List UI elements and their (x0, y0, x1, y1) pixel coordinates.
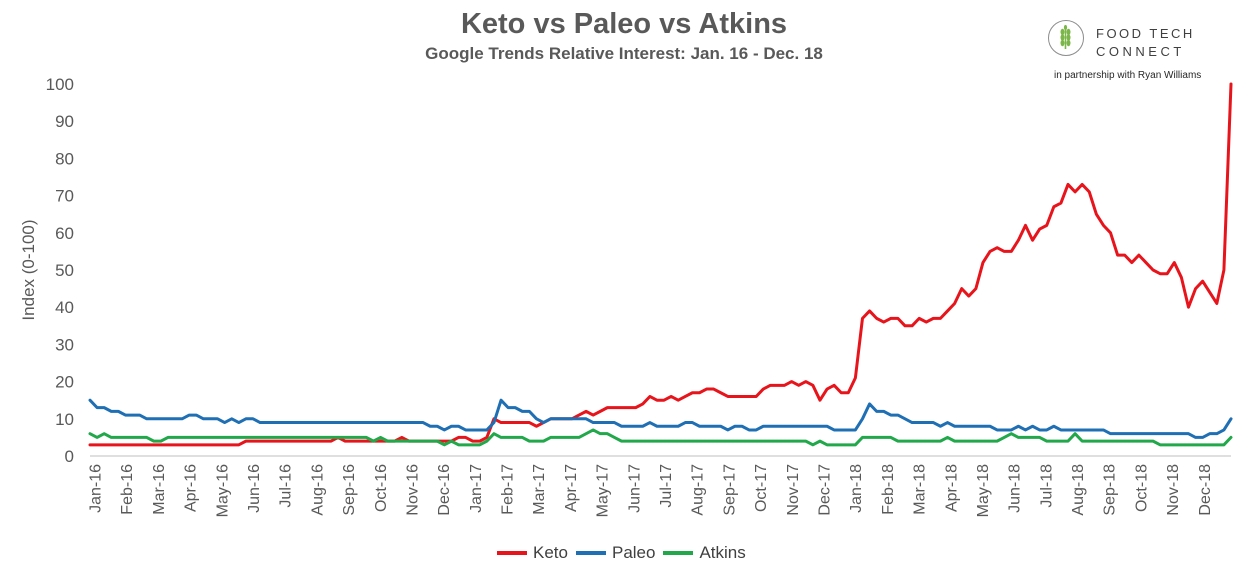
x-tick-label: Sep-18 (1102, 464, 1119, 516)
x-tick-label: Jul-17 (658, 464, 675, 508)
y-tick-label: 70 (55, 187, 74, 206)
x-tick-label: Feb-18 (880, 464, 897, 515)
x-tick-label: Aug-16 (309, 464, 326, 516)
x-tick-label: Dec-18 (1197, 464, 1214, 516)
x-tick-label: Jul-18 (1038, 464, 1055, 508)
chart-subtitle: Google Trends Relative Interest: Jan. 16… (425, 44, 823, 63)
y-tick-label: 100 (46, 75, 74, 94)
y-tick-label: 20 (55, 373, 74, 392)
x-tick-label: Nov-17 (785, 464, 802, 516)
x-tick-label: May-18 (975, 464, 992, 517)
legend: Keto Paleo Atkins (497, 543, 754, 563)
y-tick-label: 60 (55, 224, 74, 243)
y-tick-label: 80 (55, 149, 74, 168)
x-tick-label: Mar-17 (531, 464, 548, 515)
foodtech-connect-logo: FOOD TECH CONNECT in partnership with Ry… (1046, 20, 1236, 88)
y-tick-label: 30 (55, 335, 74, 354)
series-line-paleo (88, 398, 1233, 439)
y-tick-label: 0 (65, 447, 74, 466)
x-tick-label: Jan-16 (88, 464, 105, 513)
series-line-atkins (88, 428, 1233, 447)
x-tick-label: Oct-17 (753, 464, 770, 512)
x-tick-label: Jan-18 (848, 464, 865, 513)
legend-item-paleo: Paleo (575, 543, 656, 563)
x-tick-label: Aug-17 (690, 464, 707, 516)
y-tick-label: 90 (55, 112, 74, 131)
logo-top-text: FOOD TECH (1096, 26, 1195, 41)
x-tick-label: Apr-17 (563, 464, 580, 512)
x-tick-label: Sep-17 (721, 464, 738, 516)
x-tick-label: Nov-16 (404, 464, 421, 516)
y-tick-label: 50 (55, 261, 74, 280)
legend-swatch (497, 551, 527, 555)
x-tick-label: Oct-18 (1133, 464, 1150, 512)
x-tick-label: May-17 (595, 464, 612, 517)
x-axis: Jan-16 Feb-16 Mar-16 Apr-16 May-16 Jun-16 Jul-… (88, 455, 1231, 517)
logo-circle (1048, 20, 1084, 56)
x-tick-label: Mar-18 (912, 464, 929, 515)
series-line-keto (88, 82, 1233, 447)
x-tick-label: Feb-16 (119, 464, 136, 515)
x-tick-label: Dec-17 (816, 464, 833, 516)
y-tick-label: 40 (55, 298, 74, 317)
legend-swatch (575, 551, 606, 555)
x-tick-label: Dec-16 (436, 464, 453, 516)
legend-label: Keto (533, 543, 568, 562)
y-tick-label: 10 (55, 410, 74, 429)
chart-title: Keto vs Paleo vs Atkins (460, 8, 788, 40)
x-tick-label: Jul-16 (278, 464, 295, 508)
legend-label: Atkins (699, 543, 746, 562)
series-lines (88, 82, 1233, 447)
x-tick-label: Apr-18 (943, 464, 960, 512)
x-tick-label: Mar-16 (151, 464, 168, 515)
legend-label: Paleo (611, 543, 656, 562)
legend-swatch (663, 551, 694, 555)
legend-item-keto: Keto (497, 543, 568, 563)
x-tick-label: Jun-17 (626, 464, 643, 513)
x-tick-label: Jan-17 (468, 464, 485, 513)
wheat-icon (1060, 24, 1071, 49)
y-axis-label: Index (0-100) (19, 219, 38, 320)
x-tick-label: Aug-18 (1070, 464, 1087, 516)
x-tick-label: Feb-17 (500, 464, 517, 515)
x-tick-label: Nov-18 (1165, 464, 1182, 516)
y-axis: 0 10 20 30 40 50 60 70 80 90 100 Index (0-100) (19, 75, 74, 466)
x-tick-label: Sep-16 (341, 464, 358, 516)
x-tick-label: Jun-18 (1007, 464, 1024, 513)
x-tick-label: Apr-16 (183, 464, 200, 512)
x-tick-label: Oct-16 (373, 464, 390, 512)
x-tick-label: May-16 (214, 464, 231, 517)
legend-item-atkins: Atkins (663, 543, 746, 563)
logo-partnership-text: in partnership with Ryan Williams (1054, 70, 1202, 81)
x-tick-label: Jun-16 (246, 464, 263, 513)
logo-bottom-text: CONNECT (1096, 44, 1185, 59)
